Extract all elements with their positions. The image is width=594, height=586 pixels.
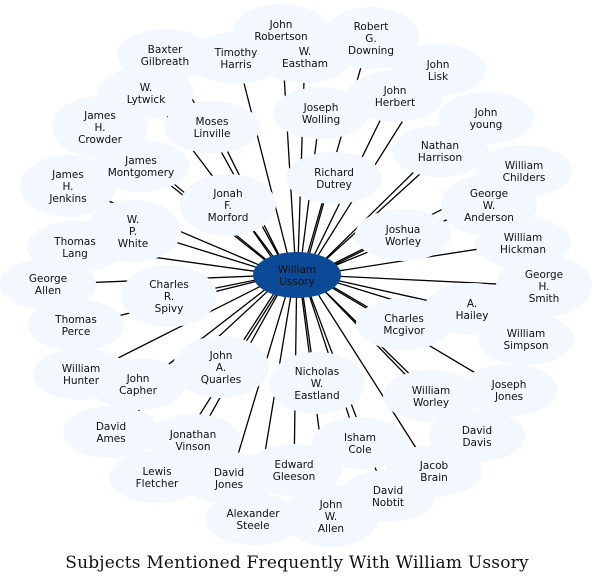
node-bubble-james-montgomery <box>93 140 189 192</box>
node-bubble-william-worley <box>383 370 479 422</box>
node-label-moses-linville[interactable]: Moses Linville <box>194 116 231 140</box>
node-label-timothy-harris[interactable]: Timothy Harris <box>214 47 258 71</box>
node-label-w-eastham[interactable]: W. Eastham <box>282 46 328 70</box>
node-bubble-john-capher <box>90 358 186 410</box>
node-label-robert-g-downing[interactable]: Robert G. Downing <box>348 21 394 57</box>
node-bubble-george-allen <box>0 258 96 310</box>
edge-jacob-brain <box>313 287 421 455</box>
node-label-john-lisk[interactable]: John Lisk <box>426 59 450 83</box>
node-bubble-david-ames <box>63 406 159 458</box>
node-bubble-john-herbert <box>347 70 443 122</box>
edge-nathan-harrison <box>319 163 423 265</box>
node-label-james-h-crowder[interactable]: James H. Crowder <box>78 110 123 146</box>
node-label-thomas-lang[interactable]: Thomas Lang <box>53 236 96 260</box>
node-label-thomas-perce[interactable]: Thomas Perce <box>54 314 97 338</box>
nodes-layer: John Robertson Robert G. Downing Baxter Gilbre… <box>0 4 592 547</box>
node-bubble-john-a-quarles <box>173 336 269 398</box>
node-label-william-childers[interactable]: William Childers <box>503 160 546 184</box>
node-bubble-charles-r-spivy <box>121 265 217 327</box>
node-label-david-nobtit[interactable]: David Nobtit <box>372 485 404 509</box>
node-label-nicholas-w-eastland[interactable]: Nicholas W. Eastland <box>294 366 339 402</box>
node-label-george-allen[interactable]: George Allen <box>29 273 67 297</box>
node-label-james-h-jenkins[interactable]: James H. Jenkins <box>48 169 86 205</box>
node-label-george-h-smith[interactable]: George H. Smith <box>525 269 563 305</box>
node-label-john-a-quarles[interactable]: John A. Quarles <box>201 350 242 386</box>
node-label-david-davis[interactable]: David Davis <box>462 425 492 449</box>
edge-richard-dutrey <box>307 196 327 261</box>
node-bubble-richard-dutrey <box>286 152 382 204</box>
node-label-alexander-steele[interactable]: Alexander Steele <box>226 508 280 532</box>
node-label-george-w-anderson[interactable]: George W. Anderson <box>464 188 514 224</box>
edge-nicholas-w-eastland <box>301 290 314 364</box>
node-label-joseph-jones[interactable]: Joseph Jones <box>491 379 527 403</box>
node-label-william-simpson[interactable]: William Simpson <box>503 328 548 352</box>
node-bubble-nathan-harrison <box>392 125 488 177</box>
node-label-david-jones[interactable]: David Jones <box>214 467 244 491</box>
node-label-w-p-white[interactable]: W. P. White <box>118 214 149 250</box>
node-label-charles-r-spivy[interactable]: Charles R. Spivy <box>149 279 189 315</box>
node-label-jonathan-vinson[interactable]: Jonathan Vinson <box>169 429 216 453</box>
node-label-john-robertson[interactable]: John Robertson <box>254 19 307 43</box>
node-label-isham-cole[interactable]: Isham Cole <box>344 432 376 456</box>
node-bubble-joseph-wolling <box>273 87 369 139</box>
node-bubble-w-eastham <box>257 31 353 83</box>
node-label-joshua-worley[interactable]: Joshua Worley <box>385 224 421 248</box>
node-bubble-james-h-jenkins <box>20 155 116 217</box>
node-bubble-joseph-jones <box>461 364 557 416</box>
node-label-charles-mcgivor[interactable]: Charles Mcgivor <box>383 313 425 337</box>
node-bubble-george-h-smith <box>496 255 592 317</box>
edge-john-robertson <box>281 49 296 260</box>
node-label-richard-dutrey[interactable]: Richard Dutrey <box>314 167 354 191</box>
node-bubble-joshua-worley <box>355 209 451 261</box>
node-bubble-lewis-fletcher <box>109 451 205 503</box>
node-label-william-hunter[interactable]: William Hunter <box>62 363 100 387</box>
node-bubble-nicholas-w-eastland <box>269 352 365 414</box>
node-label-joseph-wolling[interactable]: Joseph Wolling <box>302 102 340 126</box>
node-label-william-worley[interactable]: William Worley <box>412 385 450 409</box>
node-bubble-isham-cole <box>312 417 408 469</box>
node-label-jacob-brain[interactable]: Jacob Brain <box>419 460 449 484</box>
node-label-john-w-allen[interactable]: John W. Allen <box>318 499 344 535</box>
node-bubble-timothy-harris <box>188 32 284 84</box>
node-label-w-lytwick[interactable]: W. Lytwick <box>127 82 166 106</box>
node-bubble-john-w-allen <box>283 485 379 547</box>
node-bubble-alexander-steele <box>205 493 301 545</box>
center-node[interactable] <box>253 252 341 298</box>
node-bubble-edward-gleeson <box>246 444 342 496</box>
node-label-nathan-harrison[interactable]: Nathan Harrison <box>418 140 462 164</box>
node-label-james-montgomery[interactable]: James Montgomery <box>108 155 175 179</box>
node-bubble-thomas-perce <box>28 299 124 351</box>
node-label-david-ames[interactable]: David Ames <box>96 421 126 445</box>
node-label-lewis-fletcher[interactable]: Lewis Fletcher <box>136 466 179 490</box>
node-label-a-hailey[interactable]: A. Hailey <box>456 298 489 322</box>
node-label-john-capher[interactable]: John Capher <box>119 373 158 397</box>
node-label-john-herbert[interactable]: John Herbert <box>375 85 415 109</box>
edge-timothy-harris <box>241 77 290 260</box>
node-bubble-william-simpson <box>478 313 574 365</box>
center-node-label: William Ussory <box>278 264 316 288</box>
center-node-layer: William Ussory <box>253 252 341 298</box>
node-label-baxter-gilbreath[interactable]: Baxter Gilbreath <box>141 44 189 68</box>
node-label-john-young[interactable]: John young <box>470 107 503 131</box>
node-label-jonah-f-morford[interactable]: Jonah F. Morford <box>208 188 249 224</box>
node-bubble-moses-linville <box>164 101 260 153</box>
node-label-edward-gleeson[interactable]: Edward Gleeson <box>273 459 316 483</box>
node-label-william-hickman[interactable]: William Hickman <box>500 232 546 256</box>
node-bubble-charles-mcgivor <box>356 298 452 350</box>
edge-george-h-smith <box>326 275 521 286</box>
node-bubble-jonah-f-morford <box>180 174 276 236</box>
graph-title: Subjects Mentioned Frequently With Willi… <box>65 553 529 573</box>
